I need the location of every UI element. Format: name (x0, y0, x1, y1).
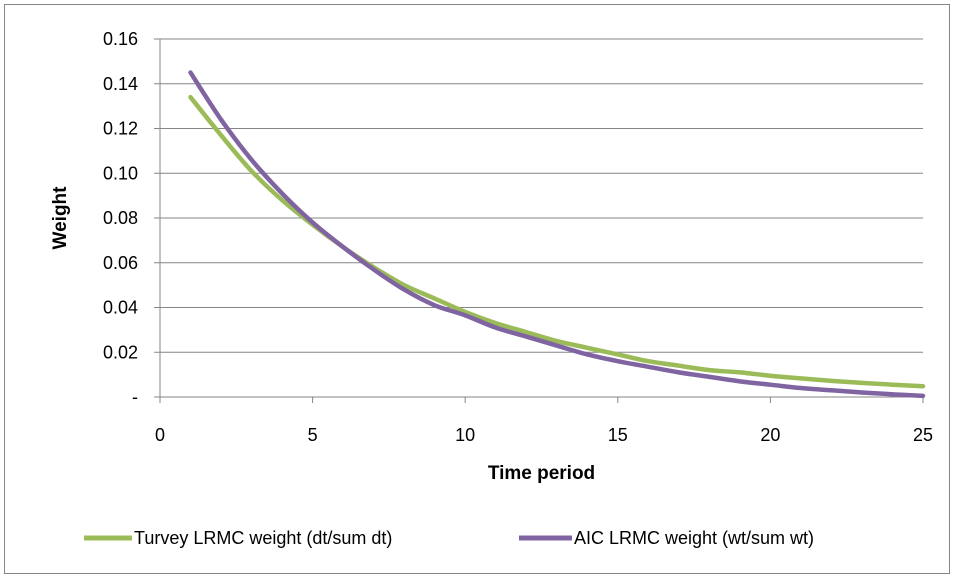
y-tick-label: 0.02 (103, 342, 138, 362)
y-tick-label: 0.16 (103, 29, 138, 49)
x-tick-label: 0 (155, 425, 165, 445)
y-tick-label: 0.14 (103, 74, 138, 94)
x-tick-label: 25 (913, 425, 933, 445)
series (188, 70, 926, 399)
x-tick-label: 5 (308, 425, 318, 445)
series-line-aic (188, 70, 926, 399)
y-tick-label: 0.08 (103, 208, 138, 228)
chart-border (4, 4, 950, 574)
y-tick-label: 0.04 (103, 298, 138, 318)
y-axis-title: Weight (50, 186, 71, 250)
y-tick-label: 0.12 (103, 119, 138, 139)
legend-label-aic: AIC LRMC weight (wt/sum wt) (574, 528, 814, 548)
y-tick-label: 0.06 (103, 253, 138, 273)
axes (154, 38, 924, 403)
gridlines (160, 38, 923, 353)
x-tick-label: 10 (455, 425, 475, 445)
y-tick-label: - (132, 387, 138, 407)
tick-labels: - 0.02 0.04 0.06 0.08 0.10 0.12 0.14 0.16 0 5 10 15 2… (103, 29, 933, 445)
x-tick-label: 15 (608, 425, 628, 445)
y-tick-label: 0.10 (103, 163, 138, 183)
legend: Turvey LRMC weight (dt/sum dt) AIC LRMC … (84, 528, 814, 548)
x-tick-label: 20 (760, 425, 780, 445)
legend-label-turvey: Turvey LRMC weight (dt/sum dt) (134, 528, 392, 548)
x-axis-title: Time period (488, 463, 595, 484)
